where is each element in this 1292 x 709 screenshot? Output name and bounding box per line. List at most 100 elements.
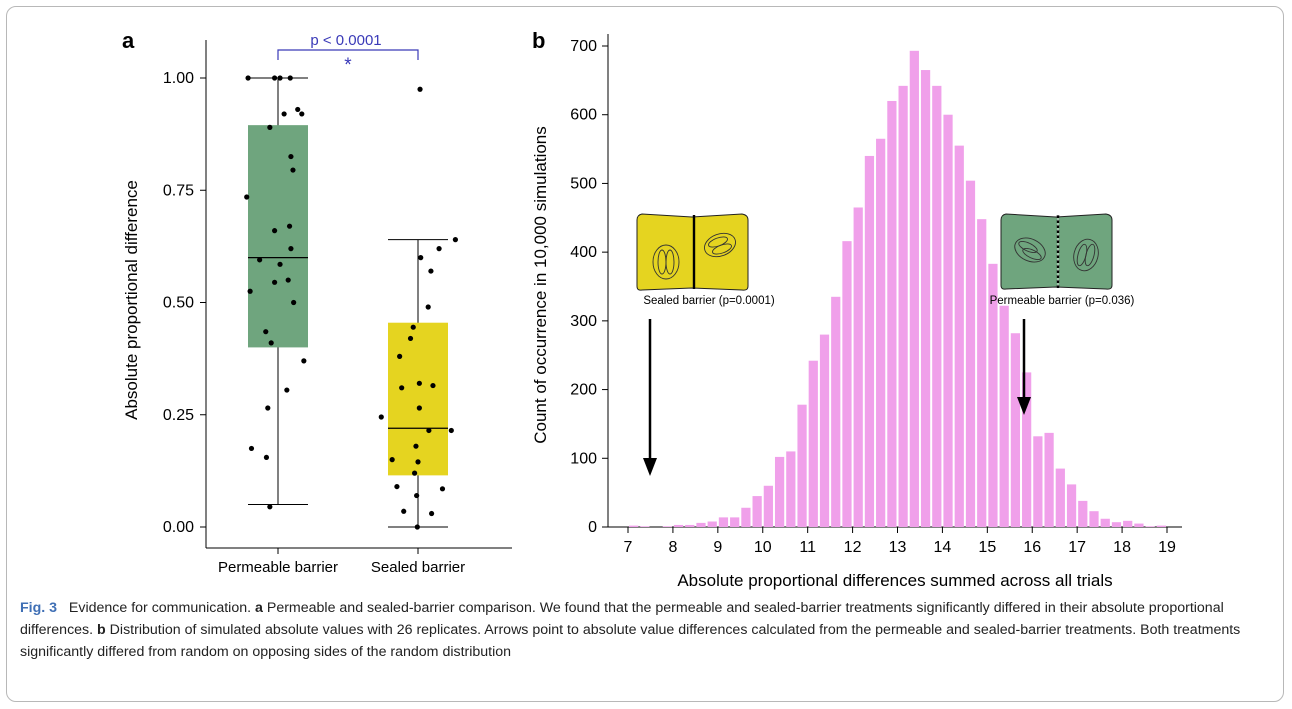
- data-point: [263, 454, 270, 461]
- data-point: [415, 459, 421, 465]
- sealed-arena-shape: [636, 213, 749, 291]
- data-point: [267, 504, 273, 510]
- panel-a-boxes: [248, 77, 448, 528]
- histogram-bar: [730, 517, 740, 527]
- panel-b-y-axis-label: Count of occurrence in 10,000 simulation…: [531, 126, 550, 444]
- histogram-bar: [943, 114, 953, 527]
- panel-a-letter: a: [122, 28, 135, 53]
- sealed-seed-left-icon: [652, 244, 680, 280]
- histogram-bar: [808, 360, 818, 527]
- panel-b-histogram: b 0 100 200 300 400 500 600 700 7 8 9 10 11 12 13 14 15…: [531, 28, 1182, 590]
- data-point: [430, 382, 436, 389]
- histogram-bar: [853, 207, 863, 527]
- figure-label: Fig. 3: [20, 600, 58, 616]
- data-point: [378, 414, 384, 420]
- histogram-bar: [1134, 523, 1144, 527]
- data-point: [267, 124, 273, 130]
- panel-b-x-tick-label: 18: [1113, 539, 1131, 556]
- panel-b-x-tick-label: 9: [713, 539, 722, 556]
- data-point: [248, 445, 255, 452]
- data-point: [412, 470, 418, 476]
- histogram-bar: [1089, 511, 1099, 527]
- significance-p-value: p < 0.0001: [310, 32, 381, 49]
- data-point: [416, 380, 422, 386]
- data-point: [401, 508, 407, 514]
- histogram-bar: [864, 155, 875, 527]
- sealed-barrier-label: Sealed barrier (p=0.0001): [643, 295, 775, 307]
- data-point: [399, 385, 405, 391]
- data-point: [277, 261, 283, 267]
- data-point: [244, 194, 250, 200]
- panel-a-y-tick-label: 0.75: [163, 182, 194, 199]
- box-iqr: [388, 322, 448, 476]
- histogram-bar: [1123, 520, 1133, 527]
- histogram-bar: [965, 180, 976, 527]
- data-point: [281, 111, 287, 117]
- histogram-bar: [1033, 436, 1043, 527]
- histogram-bar: [819, 334, 830, 527]
- panel-b-y-tick-label: 0: [588, 519, 597, 536]
- panel-b-bars: [629, 50, 1166, 528]
- significance-bracket: p < 0.0001 *: [277, 32, 419, 76]
- data-point: [245, 75, 251, 81]
- histogram-bar: [752, 496, 762, 527]
- permeable-barrier-arena-icon: [1000, 213, 1113, 290]
- histogram-bar: [685, 524, 695, 527]
- data-point: [301, 358, 307, 364]
- data-point: [414, 524, 420, 530]
- histogram-bar: [842, 241, 852, 528]
- histogram-bar: [988, 263, 998, 527]
- panel-b-x-tick-label: 8: [668, 539, 677, 556]
- panel-a-x-labels: Permeable barrier Sealed barrier: [218, 548, 465, 576]
- panel-b-x-tick-label: 13: [889, 539, 907, 556]
- panel-b-x-ticks: 7 8 9 10 11 12 13 14 15 16 17 18 19: [624, 527, 1176, 556]
- permeable-arena-shape: [1000, 213, 1113, 290]
- panel-a-x-tick-label: Permeable barrier: [218, 559, 338, 576]
- data-point: [397, 353, 403, 359]
- histogram-bar: [999, 305, 1009, 527]
- permeable-barrier-arrowhead: [1017, 397, 1031, 415]
- panel-b-x-tick-label: 11: [799, 539, 816, 556]
- panel-b-y-tick-label: 100: [570, 450, 597, 467]
- histogram-bar: [932, 85, 942, 528]
- data-point: [288, 246, 294, 252]
- data-point: [291, 299, 297, 306]
- histogram-bar: [898, 85, 908, 528]
- significance-bracket-line: [277, 49, 419, 60]
- histogram-bar: [741, 507, 751, 527]
- panel-b-y-ticks: 0 100 200 300 400 500 600 700: [570, 38, 608, 536]
- data-point: [413, 443, 419, 449]
- panel-b-letter: b: [532, 28, 545, 53]
- panel-b-y-tick-label: 400: [570, 244, 597, 261]
- data-point: [436, 246, 442, 252]
- permeable-seed-left-icon: [1014, 237, 1046, 263]
- box-iqr: [248, 125, 308, 348]
- data-point: [287, 75, 293, 81]
- data-point: [428, 268, 434, 274]
- permeable-seed-right-icon: [1073, 238, 1099, 272]
- panel-a-y-tick-label: 0.25: [163, 407, 194, 424]
- data-point: [389, 457, 395, 463]
- panel-a-x-tick-label: Sealed barrier: [371, 559, 465, 576]
- caption-panel-a-letter: a: [255, 600, 263, 616]
- histogram-bar: [1100, 518, 1110, 527]
- panel-a-box-plot: a 0.00 0.25 0.50 0.75 1.00 Permeable barrier…: [122, 28, 512, 576]
- data-point: [272, 228, 278, 234]
- data-point: [452, 237, 458, 243]
- caption-panel-b-letter: b: [97, 622, 106, 638]
- data-point: [247, 288, 253, 294]
- histogram-bar: [629, 525, 639, 527]
- panel-b-x-tick-label: 16: [1023, 539, 1041, 556]
- panel-a-y-tick-label: 0.00: [163, 519, 194, 536]
- data-point: [407, 335, 414, 342]
- histogram-bar: [662, 526, 672, 527]
- histogram-bar: [640, 526, 650, 527]
- panel-b-x-tick-label: 7: [624, 539, 633, 556]
- caption-title: Evidence for communication.: [68, 600, 252, 616]
- histogram-bar: [1111, 522, 1122, 527]
- data-point: [285, 277, 291, 283]
- data-point: [418, 255, 424, 261]
- significance-asterisk: *: [344, 55, 352, 76]
- histogram-bar: [1078, 500, 1088, 527]
- data-point: [277, 75, 283, 81]
